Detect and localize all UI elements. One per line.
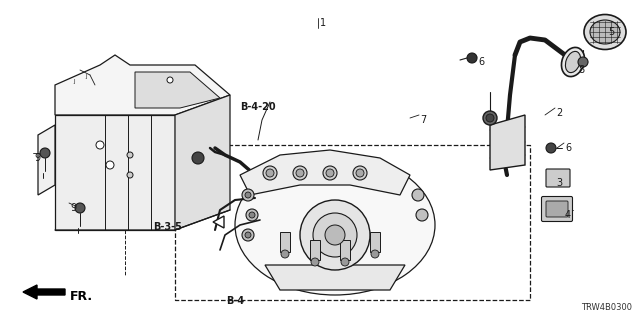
Circle shape bbox=[313, 213, 357, 257]
Ellipse shape bbox=[565, 52, 580, 73]
Circle shape bbox=[356, 169, 364, 177]
Circle shape bbox=[296, 169, 304, 177]
Circle shape bbox=[467, 53, 477, 63]
Circle shape bbox=[249, 212, 255, 218]
Polygon shape bbox=[175, 95, 230, 230]
FancyBboxPatch shape bbox=[541, 196, 573, 221]
Circle shape bbox=[578, 57, 588, 67]
Bar bbox=[310, 240, 320, 260]
Circle shape bbox=[192, 152, 204, 164]
Circle shape bbox=[486, 114, 494, 122]
Circle shape bbox=[242, 229, 254, 241]
Polygon shape bbox=[490, 115, 525, 170]
Ellipse shape bbox=[584, 14, 626, 50]
Text: J: J bbox=[73, 79, 75, 84]
Text: 9: 9 bbox=[34, 153, 40, 163]
Polygon shape bbox=[135, 72, 220, 108]
Bar bbox=[280, 232, 290, 252]
Circle shape bbox=[353, 166, 367, 180]
Circle shape bbox=[75, 203, 85, 213]
Bar bbox=[175, 145, 530, 300]
Text: 9: 9 bbox=[70, 203, 76, 213]
Circle shape bbox=[245, 232, 251, 238]
Circle shape bbox=[341, 258, 349, 266]
Ellipse shape bbox=[590, 20, 620, 44]
Polygon shape bbox=[55, 115, 175, 230]
Text: J: J bbox=[85, 74, 86, 79]
Text: 8: 8 bbox=[578, 65, 584, 75]
Circle shape bbox=[106, 161, 114, 169]
Text: 7: 7 bbox=[420, 115, 426, 125]
Circle shape bbox=[323, 166, 337, 180]
Circle shape bbox=[416, 209, 428, 221]
Circle shape bbox=[412, 189, 424, 201]
Circle shape bbox=[242, 189, 254, 201]
Circle shape bbox=[96, 141, 104, 149]
FancyBboxPatch shape bbox=[546, 201, 568, 217]
Text: B-4: B-4 bbox=[226, 296, 244, 306]
Circle shape bbox=[311, 258, 319, 266]
Circle shape bbox=[483, 111, 497, 125]
Polygon shape bbox=[38, 125, 55, 195]
Text: 4: 4 bbox=[565, 210, 571, 220]
FancyBboxPatch shape bbox=[546, 169, 570, 187]
Circle shape bbox=[371, 250, 379, 258]
Circle shape bbox=[325, 225, 345, 245]
Circle shape bbox=[263, 166, 277, 180]
Text: 6: 6 bbox=[565, 143, 571, 153]
Circle shape bbox=[326, 169, 334, 177]
Polygon shape bbox=[240, 150, 410, 195]
Text: 2: 2 bbox=[556, 108, 563, 118]
Text: 6: 6 bbox=[478, 57, 484, 67]
Text: TRW4B0300: TRW4B0300 bbox=[581, 303, 632, 312]
Circle shape bbox=[300, 200, 370, 270]
Circle shape bbox=[127, 172, 133, 178]
Bar bbox=[370, 232, 380, 252]
FancyArrow shape bbox=[23, 285, 65, 299]
Circle shape bbox=[245, 192, 251, 198]
Text: 5: 5 bbox=[608, 27, 614, 37]
Circle shape bbox=[266, 169, 274, 177]
Polygon shape bbox=[55, 55, 230, 115]
Text: B-3-5: B-3-5 bbox=[153, 222, 182, 232]
Circle shape bbox=[281, 250, 289, 258]
Ellipse shape bbox=[561, 47, 584, 76]
Circle shape bbox=[246, 209, 258, 221]
Polygon shape bbox=[213, 216, 224, 228]
Text: B-4-20: B-4-20 bbox=[240, 102, 276, 112]
Circle shape bbox=[293, 166, 307, 180]
Polygon shape bbox=[265, 265, 405, 290]
Circle shape bbox=[40, 148, 50, 158]
Text: 1: 1 bbox=[320, 18, 326, 28]
Text: 3: 3 bbox=[556, 178, 562, 188]
Circle shape bbox=[127, 152, 133, 158]
Bar bbox=[340, 240, 350, 260]
Ellipse shape bbox=[235, 155, 435, 295]
Circle shape bbox=[167, 77, 173, 83]
Circle shape bbox=[546, 143, 556, 153]
Text: FR.: FR. bbox=[70, 290, 93, 302]
